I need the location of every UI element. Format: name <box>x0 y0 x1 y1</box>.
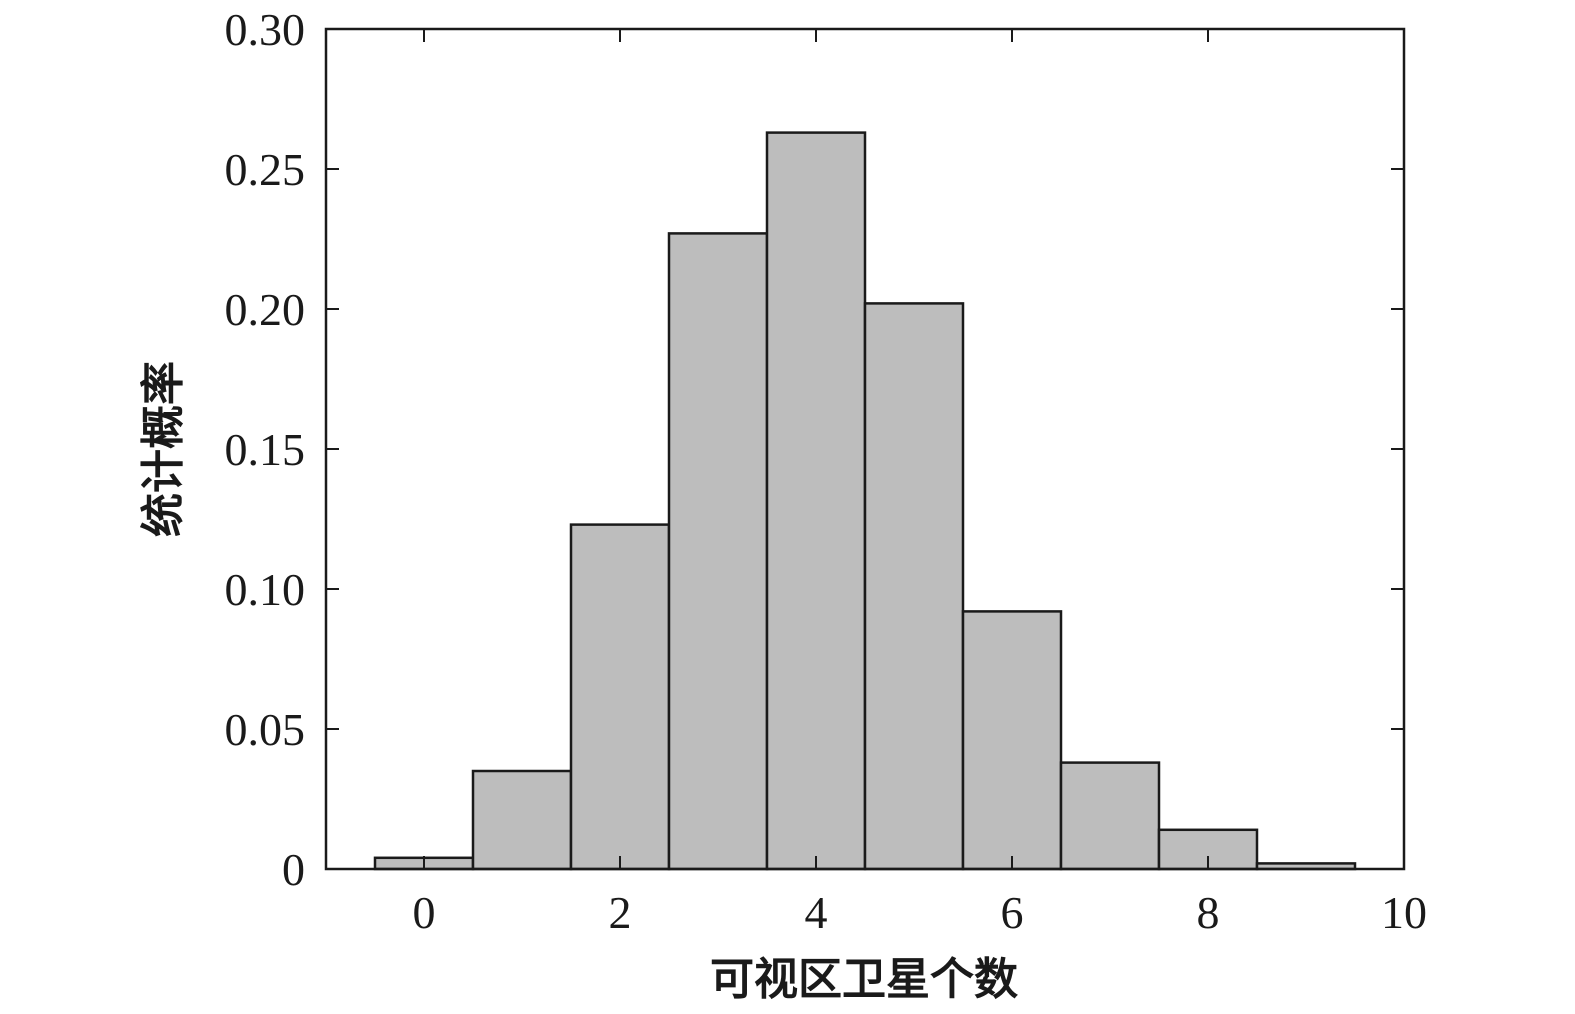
x-tick-label: 10 <box>1381 887 1427 938</box>
bar-1 <box>471 769 573 871</box>
x-axis-label: 可视区卫星个数 <box>710 954 1018 1005</box>
bar-4 <box>765 131 867 871</box>
y-tick-label: 0.25 <box>225 144 306 195</box>
y-tick-label: 0.15 <box>225 424 306 475</box>
y-axis-label: 统计概率 <box>138 361 189 537</box>
bar-5 <box>863 302 965 871</box>
bar-8 <box>1157 828 1259 871</box>
plot-frame <box>324 27 1406 871</box>
bar-6 <box>961 610 1063 871</box>
bar-7 <box>1059 761 1161 871</box>
x-tick-label: 0 <box>413 887 436 938</box>
ticks-group <box>326 28 1405 870</box>
bars-group <box>373 131 1357 871</box>
y-tick-label: 0.30 <box>225 4 306 55</box>
x-tick-label: 8 <box>1197 887 1220 938</box>
y-tick-label: 0.05 <box>225 704 306 755</box>
x-tick-label: 4 <box>805 887 828 938</box>
y-tick-label: 0 <box>282 844 305 895</box>
x-tick-label: 2 <box>609 887 632 938</box>
bar-3 <box>667 232 769 871</box>
bar-2 <box>569 523 671 871</box>
y-tick-label: 0.10 <box>225 564 306 615</box>
y-tick-label: 0.20 <box>225 284 306 335</box>
tick-labels-group: 0 2 4 6 8 10 0 0.05 0.10 0.15 0.20 0.25 0.30 <box>225 4 1428 938</box>
x-tick-label: 6 <box>1001 887 1024 938</box>
